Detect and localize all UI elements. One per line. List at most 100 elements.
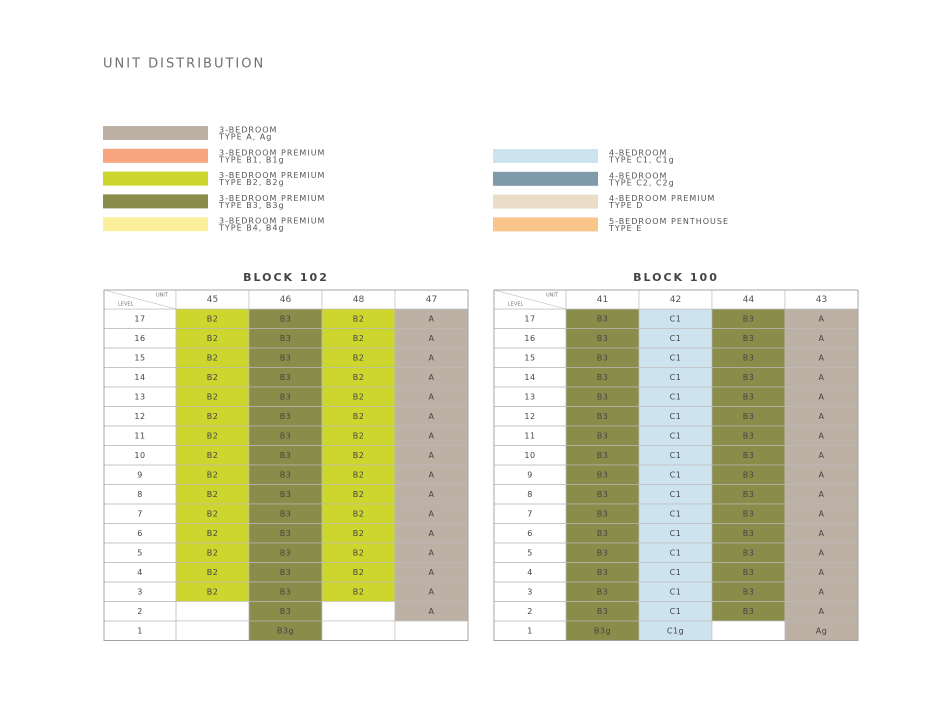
unit-type: B3: [597, 568, 609, 577]
level-label: 12: [524, 412, 535, 421]
unit-type: C1: [670, 392, 682, 401]
unit-type: B3: [280, 353, 292, 362]
corner-level: LEVEL: [508, 302, 524, 308]
unit-type: A: [819, 353, 825, 362]
level-label: 13: [134, 392, 145, 401]
level-label: 13: [524, 392, 535, 401]
level-label: 17: [134, 314, 145, 323]
unit-type: A: [819, 373, 825, 382]
unit-type: B3: [743, 568, 755, 577]
level-label: 14: [134, 373, 145, 382]
unit-type: B3: [280, 548, 292, 557]
unit-type: B3: [743, 529, 755, 538]
unit-number: 48: [353, 295, 365, 305]
legend-types: TYPE B3, B3g: [218, 201, 285, 210]
unit-type: B3: [597, 470, 609, 479]
unit-number: 43: [816, 295, 827, 305]
unit-type: B3: [280, 509, 292, 518]
legend-swatch: [103, 148, 208, 163]
unit-type: B2: [207, 451, 219, 460]
unit-type: A: [429, 568, 435, 577]
unit-type: B3: [280, 587, 292, 596]
level-label: 6: [137, 529, 143, 538]
legend-swatch: [493, 217, 598, 232]
legend-name: 3-BEDROOM PREMIUM: [219, 217, 325, 226]
unit-type: A: [429, 607, 435, 616]
level-label: 16: [524, 334, 535, 343]
unit-type: B3: [597, 587, 609, 596]
unit-type: C1: [670, 412, 682, 421]
unit-type: B3: [280, 490, 292, 499]
unit-type: B2: [353, 470, 365, 479]
unit-type: B3: [597, 314, 609, 323]
legend-types: TYPE D: [608, 201, 643, 210]
unit-type: B3: [280, 392, 292, 401]
unit-type: A: [429, 587, 435, 596]
level-label: 5: [137, 548, 143, 557]
unit-type: B3: [597, 412, 609, 421]
level-label: 2: [527, 607, 533, 616]
unit-type: C1: [670, 431, 682, 440]
unit-type: C1: [670, 451, 682, 460]
unit-type: B2: [207, 373, 219, 382]
unit-type: B3: [280, 412, 292, 421]
corner-unit: UNIT: [156, 293, 169, 299]
block-title: BLOCK 102: [243, 271, 329, 284]
unit-type: B3g: [277, 626, 294, 635]
unit-type: A: [819, 568, 825, 577]
unit-type: B2: [353, 392, 365, 401]
unit-type: C1: [670, 548, 682, 557]
unit-type: B3: [743, 412, 755, 421]
unit-type: B3: [280, 431, 292, 440]
unit-type: B2: [353, 587, 365, 596]
unit-type: B3: [597, 431, 609, 440]
unit-type: B3: [743, 451, 755, 460]
unit-type: B2: [353, 334, 365, 343]
unit-type: C1: [670, 509, 682, 518]
unit-type: A: [819, 431, 825, 440]
unit-cell: [711, 620, 786, 641]
unit-number: 45: [207, 295, 218, 305]
unit-type: A: [429, 451, 435, 460]
unit-type: B3: [743, 470, 755, 479]
level-label: 9: [137, 470, 143, 479]
level-label: 3: [527, 587, 533, 596]
unit-type: A: [819, 509, 825, 518]
level-label: 3: [137, 587, 143, 596]
legend-types: TYPE A, Ag: [218, 133, 272, 142]
unit-type: A: [819, 607, 825, 616]
legend-name: 4-BEDROOM PREMIUM: [609, 194, 715, 203]
corner-level: LEVEL: [118, 302, 134, 308]
legend-name: 3-BEDROOM PREMIUM: [219, 194, 325, 203]
unit-type: B3: [597, 607, 609, 616]
unit-type: A: [429, 431, 435, 440]
unit-type: B2: [353, 431, 365, 440]
unit-type: B3: [743, 314, 755, 323]
legend-name: 3-BEDROOM PREMIUM: [219, 171, 325, 180]
level-label: 16: [134, 334, 145, 343]
unit-cell: [321, 601, 396, 622]
unit-type: C1: [670, 587, 682, 596]
unit-type: B2: [207, 412, 219, 421]
level-label: 7: [137, 509, 143, 518]
unit-type: C1: [670, 607, 682, 616]
unit-type: A: [819, 470, 825, 479]
unit-type: B2: [207, 490, 219, 499]
legend-types: TYPE B1, B1g: [218, 155, 285, 164]
level-label: 11: [524, 431, 535, 440]
unit-type: C1: [670, 470, 682, 479]
unit-type: C1: [670, 334, 682, 343]
unit-type: B3: [597, 451, 609, 460]
unit-type: B2: [207, 568, 219, 577]
unit-type: B2: [207, 314, 219, 323]
unit-type: A: [819, 451, 825, 460]
unit-type: B3: [597, 509, 609, 518]
unit-type: A: [429, 314, 435, 323]
unit-type: B3: [280, 334, 292, 343]
level-label: 10: [524, 451, 535, 460]
unit-type: B2: [353, 412, 365, 421]
unit-type: B3: [280, 607, 292, 616]
unit-type: A: [819, 529, 825, 538]
unit-type: C1: [670, 490, 682, 499]
legend-types: TYPE B4, B4g: [218, 224, 285, 233]
